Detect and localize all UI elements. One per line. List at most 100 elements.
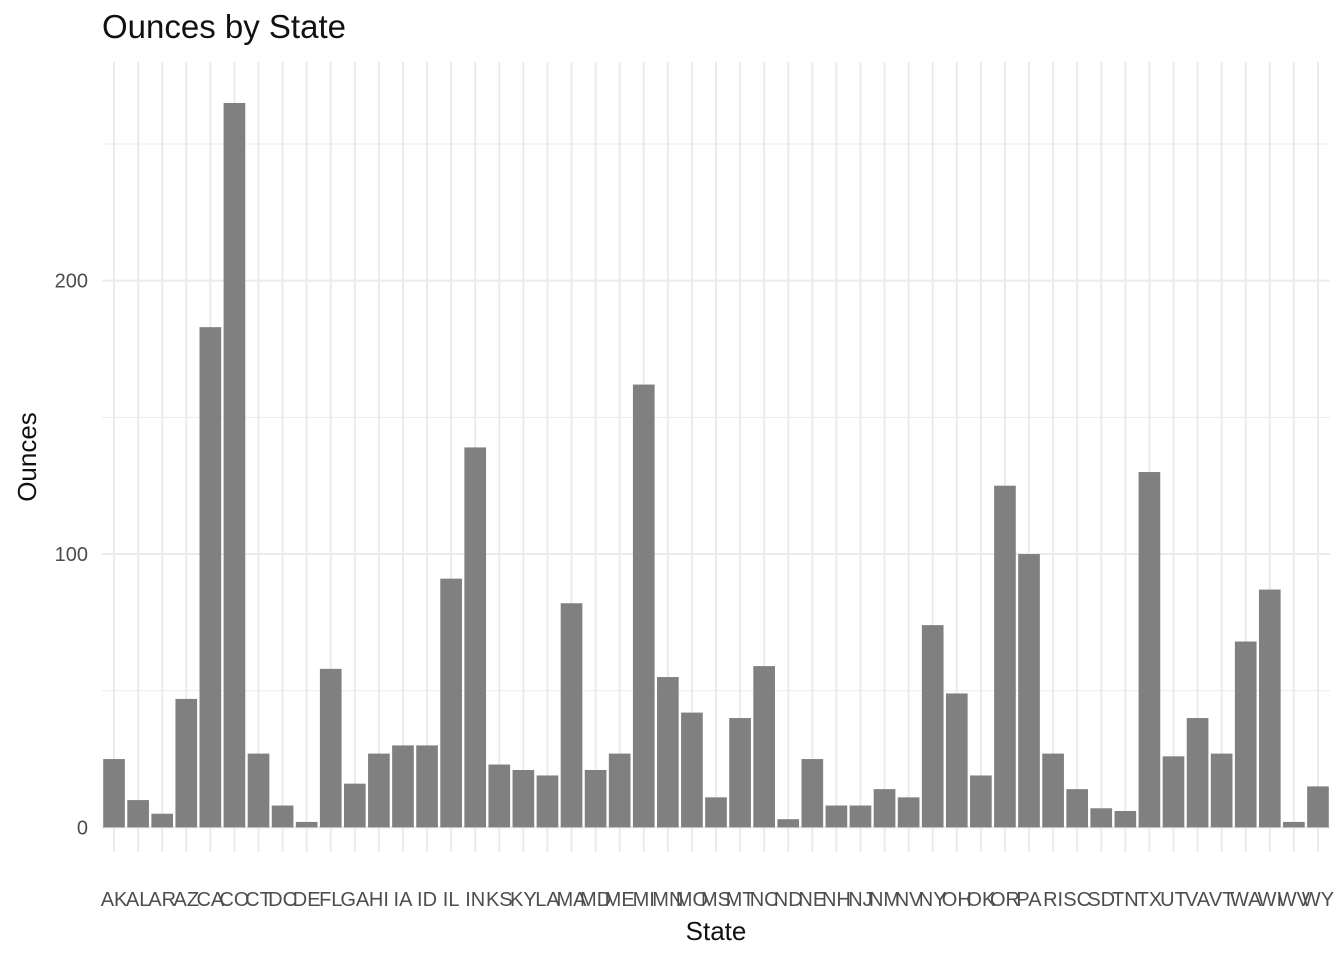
x-tick-label: FL bbox=[319, 889, 342, 911]
bar-vt bbox=[1210, 753, 1233, 828]
bar-nv bbox=[897, 797, 920, 828]
y-axis-title: Ounces bbox=[12, 412, 42, 502]
bar-wv bbox=[1283, 821, 1305, 828]
y-tick-label: 200 bbox=[55, 271, 88, 293]
bar-ca bbox=[199, 327, 222, 828]
x-tick-label: HI bbox=[369, 889, 389, 911]
bar-ri bbox=[1042, 753, 1064, 828]
bar-mn bbox=[657, 677, 679, 828]
bar-co bbox=[223, 103, 246, 828]
x-tick-label: MI bbox=[633, 889, 655, 911]
x-tick-label: IA bbox=[394, 889, 414, 911]
x-tick-label: GA bbox=[340, 889, 370, 911]
bar-al bbox=[127, 800, 149, 828]
x-tick-label: PA bbox=[1016, 889, 1042, 911]
x-tick-label: NY bbox=[919, 889, 947, 911]
bar-ak bbox=[103, 759, 125, 828]
bar-ar bbox=[151, 813, 174, 828]
bar-ok bbox=[970, 775, 992, 828]
bar-mi bbox=[632, 384, 655, 828]
bar-dc bbox=[271, 805, 294, 828]
y-tick-label: 0 bbox=[77, 817, 88, 839]
bar-de bbox=[295, 821, 318, 828]
x-tick-label: MN bbox=[652, 889, 683, 911]
x-tick-label: NM bbox=[869, 889, 900, 911]
x-tick-label: OK bbox=[966, 889, 996, 911]
bar-ky bbox=[512, 769, 535, 828]
x-tick-label: IL bbox=[443, 889, 460, 911]
bar-ma bbox=[560, 603, 583, 828]
x-tick-label: ID bbox=[417, 889, 437, 911]
bar-wy bbox=[1307, 786, 1329, 828]
x-tick-label: NE bbox=[798, 889, 826, 911]
bar-ct bbox=[247, 753, 270, 828]
x-tick-label: WY bbox=[1302, 889, 1334, 911]
bar-ms bbox=[705, 797, 727, 828]
bar-mo bbox=[681, 712, 703, 828]
bar-mt bbox=[729, 718, 751, 828]
x-tick-label: NJ bbox=[848, 889, 872, 911]
x-tick-label: OH bbox=[942, 889, 972, 911]
bar-in bbox=[464, 447, 487, 828]
chart-title: Ounces by State bbox=[102, 8, 346, 45]
bar-me bbox=[608, 753, 631, 828]
x-tick-label: ME bbox=[605, 889, 635, 911]
bar-va bbox=[1186, 718, 1209, 828]
bar-la bbox=[536, 775, 559, 828]
bar-ny bbox=[921, 625, 944, 828]
bar-hi bbox=[368, 753, 390, 828]
x-tick-label: SD bbox=[1087, 889, 1115, 911]
x-tick-label: AR bbox=[148, 889, 176, 911]
bar-ut bbox=[1162, 756, 1185, 828]
x-tick-label: NC bbox=[750, 889, 779, 911]
bar-ia bbox=[392, 745, 414, 828]
x-tick-label: KS bbox=[486, 889, 513, 911]
x-tick-label: VA bbox=[1185, 889, 1211, 911]
x-tick-label: TN bbox=[1112, 889, 1139, 911]
x-tick-label: MO bbox=[676, 889, 708, 911]
bar-or bbox=[994, 485, 1016, 828]
x-tick-label: MT bbox=[726, 889, 755, 911]
bar-az bbox=[175, 698, 198, 828]
bar-nh bbox=[825, 805, 848, 828]
bar-sd bbox=[1090, 808, 1113, 828]
x-tick-label: VT bbox=[1209, 889, 1235, 911]
x-tick-label: AZ bbox=[173, 889, 199, 911]
bar-ne bbox=[801, 759, 824, 828]
x-tick-label: MD bbox=[580, 889, 611, 911]
bar-oh bbox=[945, 693, 968, 828]
x-tick-label: TX bbox=[1137, 889, 1163, 911]
bar-fl bbox=[319, 668, 342, 828]
x-tick-label: SC bbox=[1063, 889, 1091, 911]
bar-md bbox=[584, 769, 607, 828]
x-tick-label: WI bbox=[1258, 889, 1282, 911]
x-tick-label: AK bbox=[101, 889, 128, 911]
x-tick-label: WA bbox=[1230, 889, 1262, 911]
bar-sc bbox=[1066, 789, 1089, 828]
bar-nm bbox=[873, 789, 896, 828]
x-tick-label: IN bbox=[465, 889, 485, 911]
x-tick-label: MS bbox=[701, 889, 731, 911]
y-tick-label: 100 bbox=[55, 544, 88, 566]
bar-wi bbox=[1258, 589, 1281, 828]
bar-wa bbox=[1234, 641, 1257, 828]
x-tick-label: WV bbox=[1278, 889, 1311, 911]
bar-pa bbox=[1018, 554, 1040, 828]
x-tick-label: NV bbox=[895, 889, 923, 911]
x-tick-label: UT bbox=[1160, 889, 1187, 911]
x-axis-title: State bbox=[686, 916, 747, 946]
bar-tn bbox=[1114, 810, 1137, 828]
x-tick-label: CA bbox=[196, 889, 224, 911]
x-tick-label: OR bbox=[990, 889, 1020, 911]
x-tick-label: DE bbox=[293, 889, 321, 911]
x-tick-label: NH bbox=[822, 889, 851, 911]
bar-nj bbox=[849, 805, 872, 828]
x-tick-label: MA bbox=[557, 889, 588, 911]
bar-ks bbox=[488, 764, 511, 828]
x-tick-label: LA bbox=[535, 889, 560, 911]
x-tick-label: AL bbox=[126, 889, 150, 911]
bar-id bbox=[416, 745, 438, 828]
x-tick-label: KY bbox=[510, 889, 537, 911]
x-tick-label: CT bbox=[245, 889, 272, 911]
